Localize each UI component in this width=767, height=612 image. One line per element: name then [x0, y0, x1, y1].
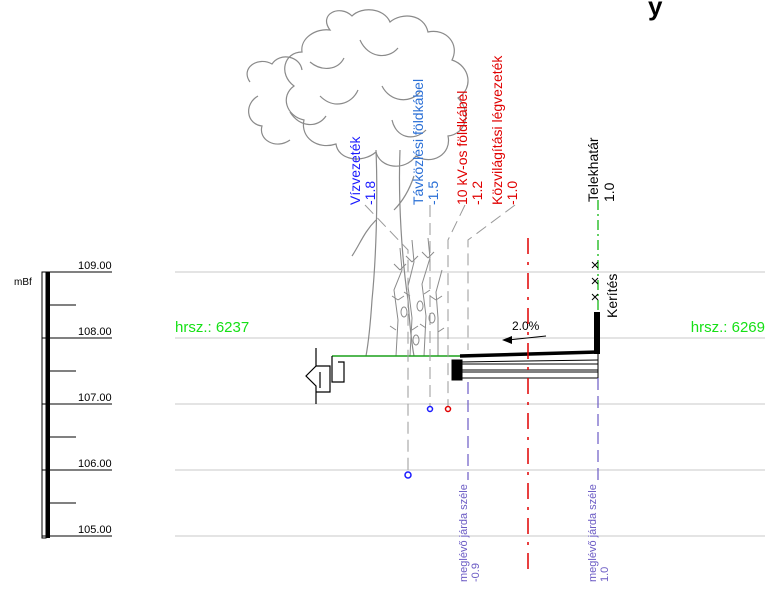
svg-text:meglévő járda széle: meglévő járda széle [458, 484, 470, 582]
power-leader [447, 204, 466, 408]
scale-unit-label: mBf [14, 277, 32, 288]
telecom-cable-symbol [426, 405, 434, 413]
slope-indicator: 2.0% [502, 319, 547, 344]
road-structure [451, 312, 600, 381]
scale-tick-107: 107.00 [78, 392, 112, 404]
svg-text:-1.5: -1.5 [425, 181, 441, 205]
scale-bar-white [41, 271, 47, 539]
tree-icon [246, 9, 469, 357]
elevation-grid [175, 271, 765, 537]
curb-block [451, 359, 463, 381]
svg-text:Távközlési földkábel: Távközlési földkábel [410, 79, 426, 205]
svg-text:Vízvezeték: Vízvezeték [347, 136, 363, 205]
svg-text:-0.9: -0.9 [470, 563, 482, 582]
fence-label: Kerítés [604, 274, 620, 318]
scale-tick-108: 108.00 [78, 326, 112, 338]
slope-value: 2.0% [512, 319, 540, 333]
utility-label-lighting: Közvilágítási légvezeték -1.0 [489, 55, 520, 205]
utility-label-water: Vízvezeték -1.8 [347, 136, 378, 205]
cropped-title-letter: y [648, 0, 663, 21]
svg-text:1.0: 1.0 [601, 182, 617, 202]
svg-text:-1.8: -1.8 [362, 181, 378, 205]
elevation-scale: mBf 109.00 108.00 107.00 106.00 105.00 [14, 260, 112, 539]
parcel-label-right: hrsz.: 6269 [691, 319, 765, 336]
lighting-leader [467, 204, 516, 350]
water-pipe-symbol [404, 471, 412, 479]
parcel-label-left: hrsz.: 6237 [175, 319, 249, 336]
svg-text:meglévő járda széle: meglévő járda széle [587, 484, 599, 582]
svg-text:10 kV-os földkábel: 10 kV-os földkábel [454, 91, 470, 205]
fence-icon [591, 261, 599, 301]
svg-text:-1.2: -1.2 [469, 181, 485, 205]
scale-tick-109: 109.00 [78, 260, 112, 272]
svg-text:-1.0: -1.0 [504, 181, 520, 205]
water-leader [364, 204, 409, 472]
svg-text:Közvilágítási légvezeték: Közvilágítási légvezeték [489, 55, 505, 205]
building-foundation-symbol [305, 348, 345, 404]
boundary-label: Telekhatár 1.0 [585, 137, 617, 202]
scale-tick-105: 105.00 [78, 524, 112, 536]
utility-label-power: 10 kV-os földkábel -1.2 [454, 91, 485, 205]
svg-text:1.0: 1.0 [599, 567, 611, 582]
sidewalk-label-left: meglévő járda széle -0.9 [458, 484, 482, 582]
utility-label-telecom: Távközlési földkábel -1.5 [410, 79, 441, 205]
sidewalk-label-right: meglévő járda széle 1.0 [587, 484, 611, 582]
scale-tick-106: 106.00 [78, 458, 112, 470]
power-cable-symbol [444, 405, 452, 413]
scale-bar-black [46, 272, 50, 538]
svg-text:Telekhatár: Telekhatár [585, 137, 601, 202]
